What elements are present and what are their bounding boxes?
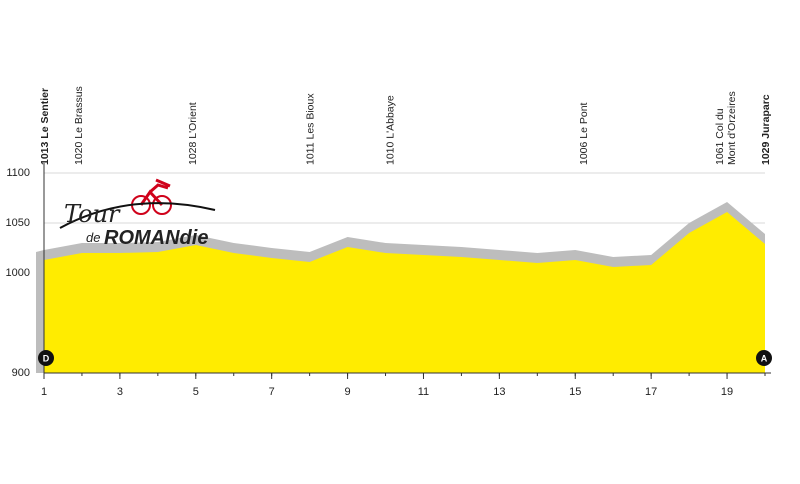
- x-tick-label: 13: [493, 386, 505, 398]
- x-tick-label: 15: [569, 386, 581, 398]
- start-marker: [38, 350, 54, 366]
- logo-rider: [139, 178, 171, 207]
- logo: Tour de ROMANdie: [59, 178, 216, 249]
- end-marker: [756, 350, 772, 366]
- place-label: 1029 Juraparc: [760, 94, 772, 165]
- place-label: 1028 L'Orient: [187, 102, 199, 165]
- place-label: Mont d'Orzeires: [726, 91, 738, 165]
- logo-wheel: [152, 195, 172, 215]
- y-tick-label: 1000: [6, 267, 30, 279]
- x-tick-label: 1: [41, 386, 47, 398]
- place-label: 1011 Les Bioux: [305, 93, 317, 165]
- place-label: 1020 Le Brassus: [73, 86, 85, 165]
- place-label: 1061 Col du: [714, 108, 726, 165]
- logo-text: Tour: [64, 200, 121, 228]
- logo-swoosh: [59, 202, 216, 229]
- y-tick-label: 1100: [6, 167, 30, 179]
- x-tick-label: 3: [117, 386, 123, 398]
- y-tick-label: 1050: [6, 217, 30, 229]
- logo-text: ROMANdie: [104, 227, 208, 249]
- place-label: 1010 L'Abbaye: [384, 95, 396, 165]
- x-tick-label: 17: [645, 386, 657, 398]
- x-tick-label: 11: [418, 386, 429, 398]
- x-tick-label: 9: [345, 386, 351, 398]
- end-marker-label: A: [761, 353, 768, 363]
- x-tick-label: 7: [269, 386, 275, 398]
- y-tick-label: 900: [12, 367, 30, 379]
- x-tick-label: 5: [193, 386, 199, 398]
- place-label: 1006 Le Pont: [578, 102, 590, 165]
- place-label: 1013 Le Sentier: [39, 88, 51, 165]
- elevation-area: [44, 212, 765, 373]
- x-tick-label: 19: [721, 386, 733, 398]
- start-marker-label: D: [43, 353, 50, 363]
- logo-text: de: [86, 230, 100, 245]
